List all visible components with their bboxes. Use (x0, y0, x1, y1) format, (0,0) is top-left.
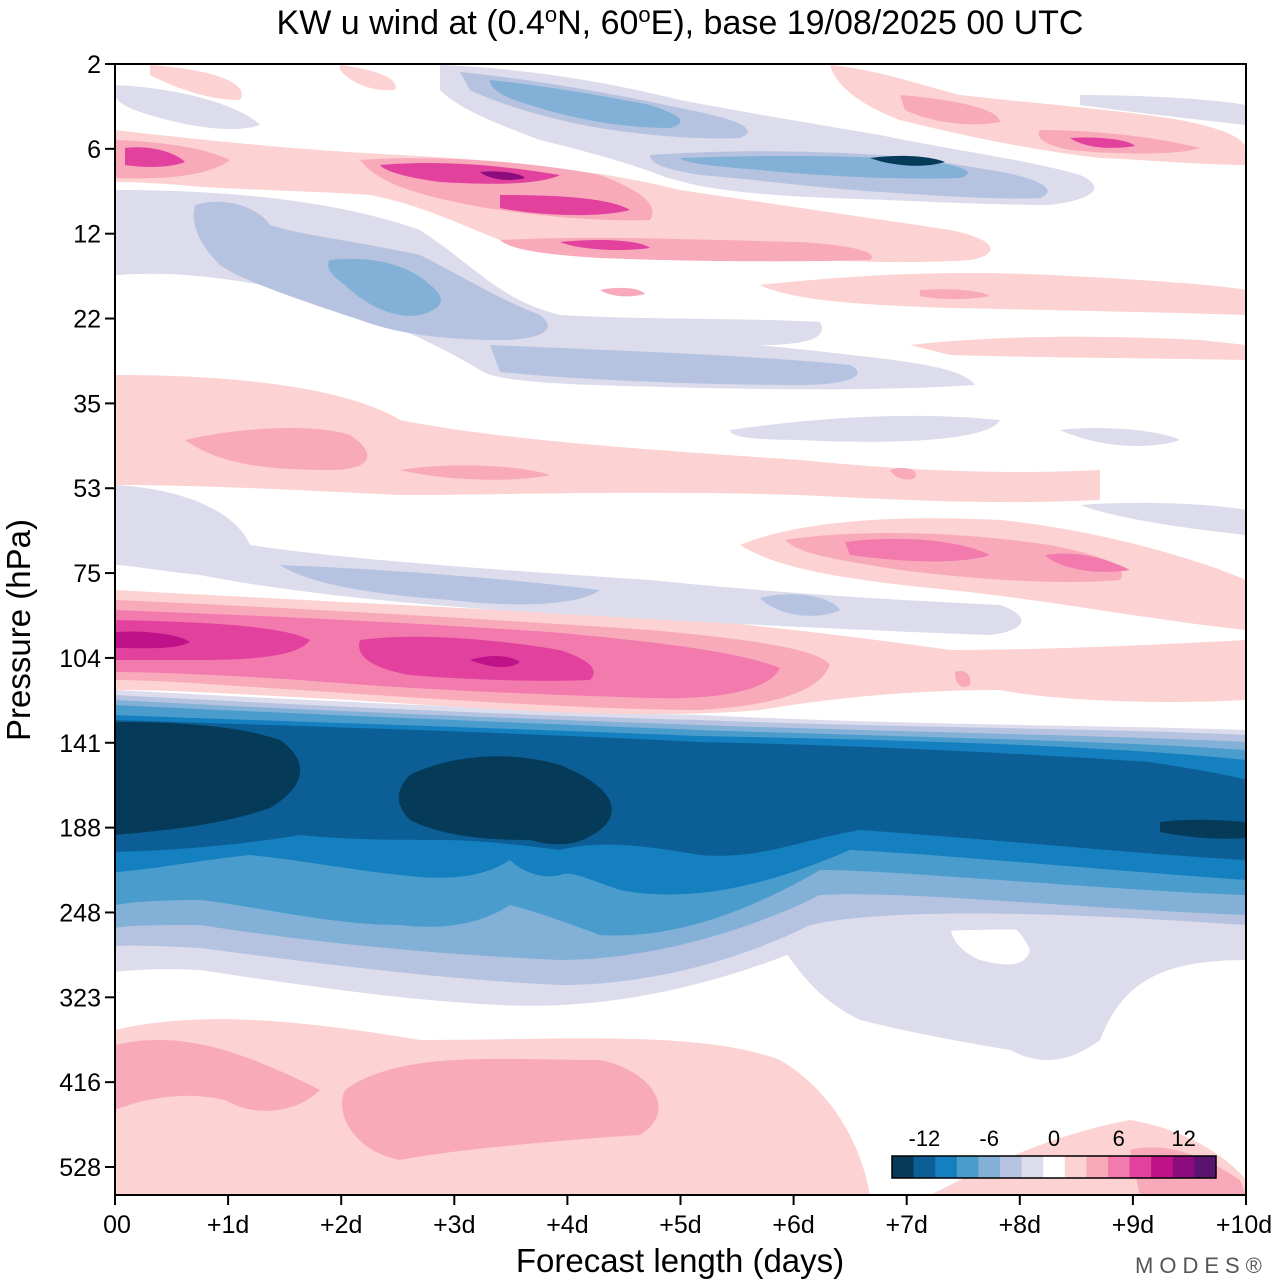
colorbar-label: -6 (979, 1126, 999, 1151)
x-tick-label: +4d (546, 1211, 588, 1239)
contour-easterly-deep-right (930, 777, 1246, 820)
contour-top-blue-4 (870, 155, 945, 166)
contour-westerly-4 (115, 620, 594, 681)
contour-pink-spot-53 (890, 467, 916, 480)
y-tick-label: 416 (59, 1069, 101, 1097)
contour-westerly-5 (115, 631, 520, 668)
colorbar-swatch (1000, 1156, 1023, 1178)
colorbar-swatch (1129, 1156, 1152, 1178)
y-axis-label: Pressure (hPa) (0, 519, 37, 741)
y-tick-label: 22 (73, 306, 101, 334)
contour-upper-pink-4 (480, 171, 525, 180)
y-tick-label: 528 (59, 1154, 101, 1182)
y-tick-label: 12 (73, 221, 101, 249)
y-tick-label: 323 (59, 984, 101, 1012)
colorbar-label: 12 (1171, 1126, 1195, 1151)
contour-easterly-core-a (115, 722, 301, 835)
contour-field (115, 65, 1246, 1195)
x-tick-label: +1d (207, 1211, 249, 1239)
contour-top-right-pink-2 (900, 95, 1200, 154)
contour-upper-blue-2 (328, 258, 441, 316)
colorbar-label: 0 (1048, 1126, 1060, 1151)
contour-upper-pink-3 (125, 147, 650, 250)
colorbar-swatch (1043, 1156, 1066, 1178)
contour-lavender-35-53 (730, 415, 1180, 446)
brand-logo: MODES® (1135, 1253, 1268, 1278)
colorbar-legend: -12 -6 0 6 12 (891, 1126, 1217, 1179)
contour-top-right-lavender (1080, 95, 1246, 125)
colorbar-swatch (913, 1156, 936, 1178)
colorbar-swatch (1194, 1156, 1217, 1178)
y-axis: 2 6 12 22 35 53 75 104 141 188 248 323 416 528 (59, 51, 115, 1182)
y-tick-label: 188 (59, 815, 101, 843)
colorbar-label: 6 (1113, 1126, 1125, 1151)
x-axis: 00 +1d +2d +3d +4d +5d +6d +7d +8d +9d +10d (103, 1195, 1272, 1239)
x-tick-label: +10d (1216, 1211, 1272, 1239)
x-tick-label: 00 (103, 1211, 131, 1239)
colorbar-swatch (935, 1156, 958, 1178)
contour-top-pink-left (150, 65, 396, 100)
contour-blue-53-75 (280, 565, 840, 616)
colorbar-swatch (1064, 1156, 1087, 1178)
contour-pink-35-53-2 (185, 428, 550, 480)
colorbar-swatch (978, 1156, 1001, 1178)
y-tick-label: 2 (87, 51, 101, 79)
contour-top-right-pink-3 (1070, 137, 1135, 148)
contour-pink-12-22 (760, 273, 1246, 360)
contour-easterly-core-c (1160, 819, 1246, 839)
contour-easterly-core-b (398, 756, 612, 845)
contour-top-left-lavender (115, 85, 260, 130)
colorbar-swatch (1172, 1156, 1195, 1178)
y-tick-label: 248 (59, 899, 101, 927)
contour-easterly-6 (115, 720, 1246, 860)
colorbar-swatch (892, 1156, 915, 1178)
x-tick-label: +2d (320, 1211, 362, 1239)
colorbar-swatch (1151, 1156, 1174, 1178)
chart-title: KW u wind at (0.4oN, 60oE), base 19/08/2… (277, 2, 1084, 42)
y-tick-label: 6 (87, 136, 101, 164)
contour-westerly-spot (955, 670, 971, 687)
x-tick-label: +5d (659, 1211, 701, 1239)
contour-lavender-right-53 (1080, 502, 1246, 535)
contour-lower-westerly-3 (342, 1058, 659, 1160)
colorbar-frame (891, 1155, 1217, 1179)
colorbar-swatch (1108, 1156, 1131, 1178)
contour-upper-pink-2 (115, 140, 872, 262)
x-tick-label: +6d (772, 1211, 814, 1239)
x-tick-label: +8d (999, 1211, 1041, 1239)
y-tick-label: 104 (59, 645, 101, 673)
y-tick-label: 141 (59, 730, 101, 758)
contour-top-blue-3 (490, 80, 968, 179)
contour-pink-12-22-inner (600, 287, 990, 299)
x-axis-label: Forecast length (days) (516, 1242, 844, 1279)
x-tick-label: +7d (885, 1211, 927, 1239)
colorbar-label: -12 (909, 1126, 941, 1151)
y-tick-label: 53 (73, 475, 101, 503)
colorbar-swatch (1021, 1156, 1044, 1178)
colorbar-swatch (956, 1156, 979, 1178)
contour-pink-right-3 (845, 538, 1130, 572)
colorbar-swatch (1086, 1156, 1109, 1178)
x-tick-label: +9d (1112, 1211, 1154, 1239)
y-tick-label: 75 (73, 560, 101, 588)
contour-upper-blue-3 (490, 345, 858, 385)
x-tick-label: +3d (433, 1211, 475, 1239)
contour-lower-westerly-2 (115, 1040, 320, 1111)
contour-pink-35-53-1 (115, 375, 1100, 503)
y-tick-label: 35 (73, 390, 101, 418)
